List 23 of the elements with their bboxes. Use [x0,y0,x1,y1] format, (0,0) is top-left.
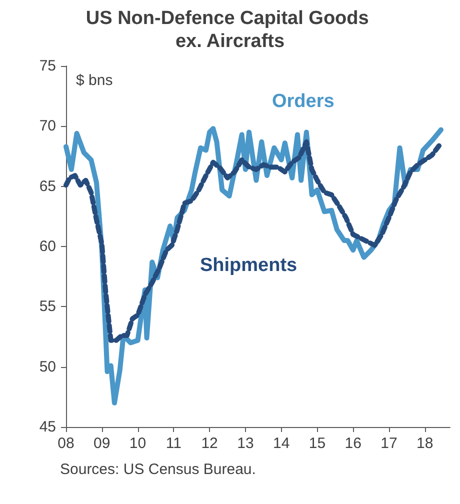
y-tick-label: 45 [39,418,56,436]
chart-title: US Non-Defence Capital Goods ex. Aircrafts [86,8,374,52]
x-tick-label: 16 [344,435,362,452]
x-tick-label: 14 [272,435,290,452]
series-label: Orders [272,91,334,112]
y-tick-label: 55 [39,298,56,316]
y-tick-label: 75 [39,58,56,74]
x-tick-label: 11 [166,435,182,452]
source-note: Sources: US Census Bureau. [60,461,256,478]
y-tick-label: 70 [39,118,56,135]
x-tick-label: 12 [201,435,218,452]
x-tick-label: 10 [129,435,146,452]
x-tick-label: 09 [94,435,110,452]
x-tick-label: 08 [58,435,74,452]
y-tick-label: 50 [39,358,56,376]
y-tick-label: 65 [39,178,56,195]
x-tick-label: 15 [308,435,326,452]
y-tick-label: 60 [39,238,56,255]
y-axis-title: $ bns [76,72,113,89]
series-label: Shipments [200,255,298,276]
x-tick-label: 18 [416,435,434,452]
x-tick-label: 17 [380,435,398,452]
x-tick-label: 13 [237,435,254,452]
